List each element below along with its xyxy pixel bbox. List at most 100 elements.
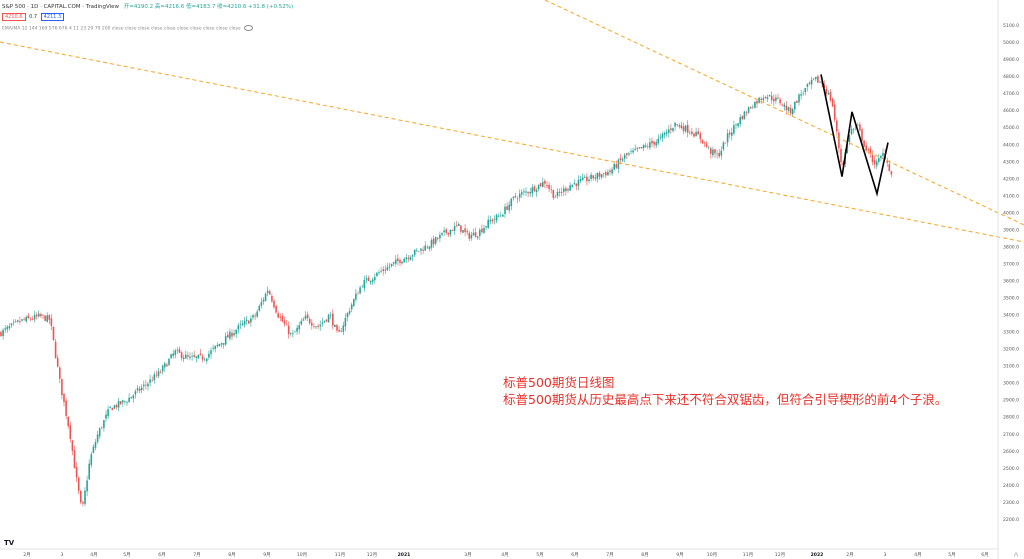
y-tick-label: 5100.0 [1003,23,1019,29]
x-tick-label: 7月 [606,552,614,558]
candle-body [19,321,21,322]
candle-body [663,133,666,135]
candle-body [613,163,615,170]
candle-body [735,124,737,126]
candle-body [319,324,321,327]
candle-body [315,326,317,328]
y-tick-label: 3200.0 [1003,347,1019,353]
candle-body [838,132,840,149]
candle-body [724,142,727,144]
candle-body [239,324,242,325]
candle-body [371,279,374,282]
tradingview-logo[interactable]: TV [4,539,15,547]
candle-body [514,195,517,198]
candle-body [680,125,683,129]
candle-body [556,191,559,197]
candle-body [586,176,588,182]
candle-body [783,104,786,107]
candle-body [269,291,271,295]
candle-body [103,420,105,428]
candle-body [65,400,67,416]
candle-body [831,98,834,107]
candle-body [802,93,804,94]
candle-body [726,133,729,143]
candle-body [445,229,447,233]
candle-body [701,139,704,144]
candle-body [808,82,811,84]
candle-body [812,78,815,80]
candle-body [287,325,290,335]
y-tick-label: 3100.0 [1003,364,1019,370]
candle-body [380,270,382,272]
candle-body [350,304,353,310]
candle-body [185,354,187,359]
candle-body [781,104,783,106]
candle-body [161,366,164,372]
candle-body [386,267,389,271]
candle-body [588,179,590,182]
candle-body [804,88,807,93]
symbol-title: S&P 500 · 1D · CAPITAL.COM · TradingView [2,4,120,10]
candle-body [107,409,109,417]
candle-body [644,145,647,147]
candle-body [329,314,332,316]
candle-body [180,352,183,359]
candle-body [609,170,611,172]
sell-button[interactable]: 4210.6 [2,13,26,21]
buy-button[interactable]: 4211.3 [40,13,65,21]
candle-body [98,428,101,437]
candle-body [695,131,697,137]
eye-icon[interactable] [244,25,254,31]
y-tick-label: 2500.0 [1003,466,1019,472]
candle-body [661,134,664,138]
candle-body [439,234,441,239]
candle-body [859,124,861,131]
candle-body [195,356,198,358]
candle-body [640,146,643,149]
candle-body [718,152,720,157]
candle-body [449,230,452,235]
candle-body [605,172,607,176]
y-tick-label: 4600.0 [1003,108,1019,114]
candle-body [489,220,492,222]
candle-body [621,159,624,161]
candle-body [403,258,405,263]
candle-body [46,315,48,322]
candle-body [873,160,876,165]
candle-body [649,142,651,148]
candle-body [23,319,25,320]
candle-body [237,325,240,330]
y-tick-label: 2200.0 [1003,517,1019,523]
candle-body [476,236,479,238]
candle-body [273,300,275,308]
y-tick-label: 3800.0 [1003,244,1019,250]
candle-body [544,180,546,184]
y-tick-label: 4400.0 [1003,142,1019,148]
candle-body [216,344,219,347]
candle-body [224,336,227,345]
candle-body [75,466,78,478]
candle-body [231,332,233,337]
x-tick-label: 3 [61,552,64,558]
candle-body [827,92,830,95]
candle-body [212,347,214,349]
candle-body [96,434,99,443]
candle-body [168,358,170,366]
spread-value: 0.7 [29,14,38,20]
wave-lines [820,74,889,197]
indicator-legend[interactable]: EMA/MA 12 144 169 576 676 4 11 23 29 79 … [2,25,254,32]
candle-body [857,124,859,126]
candle-body [313,326,315,327]
candle-body [825,88,828,94]
symbol-header[interactable]: S&P 500 · 1D · CAPITAL.COM · TradingView… [2,2,296,10]
x-tick-label: 11月 [335,552,345,558]
candle-body [762,98,765,101]
candle-body [455,225,458,226]
candle-body [153,374,156,381]
candle-body [227,334,229,338]
candle-body [90,454,93,465]
candle-body [798,94,800,103]
candle-body [306,314,309,318]
candle-body [447,232,450,235]
